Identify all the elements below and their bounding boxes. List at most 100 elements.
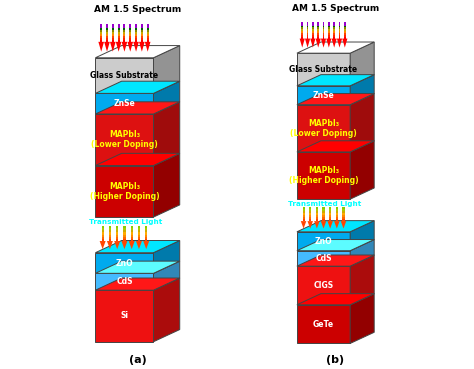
Polygon shape: [307, 31, 309, 33]
Polygon shape: [301, 24, 303, 25]
Polygon shape: [307, 27, 309, 29]
Polygon shape: [100, 36, 102, 38]
Polygon shape: [116, 226, 118, 228]
Polygon shape: [123, 24, 126, 25]
Polygon shape: [123, 226, 126, 228]
Polygon shape: [350, 294, 374, 344]
Polygon shape: [138, 235, 140, 237]
Polygon shape: [141, 34, 143, 36]
Polygon shape: [344, 27, 346, 29]
Polygon shape: [145, 230, 147, 232]
Polygon shape: [307, 29, 309, 31]
Polygon shape: [301, 37, 303, 39]
Polygon shape: [302, 211, 305, 213]
Polygon shape: [95, 93, 154, 114]
Polygon shape: [141, 25, 143, 28]
Polygon shape: [323, 22, 325, 24]
Polygon shape: [128, 42, 133, 52]
Polygon shape: [302, 219, 305, 221]
Polygon shape: [114, 241, 120, 249]
Polygon shape: [118, 28, 119, 30]
Polygon shape: [322, 209, 325, 211]
Text: AM 1.5 Spectrum: AM 1.5 Spectrum: [94, 5, 181, 14]
Polygon shape: [95, 166, 154, 217]
Polygon shape: [109, 226, 111, 228]
Polygon shape: [312, 33, 314, 35]
Polygon shape: [154, 278, 180, 342]
Polygon shape: [316, 207, 318, 209]
Polygon shape: [95, 278, 180, 290]
Polygon shape: [141, 28, 143, 30]
Polygon shape: [307, 22, 309, 24]
Polygon shape: [135, 24, 137, 25]
Polygon shape: [123, 228, 126, 230]
Polygon shape: [130, 232, 133, 235]
Polygon shape: [310, 39, 316, 48]
Polygon shape: [297, 93, 374, 105]
Polygon shape: [328, 22, 330, 24]
Polygon shape: [334, 221, 339, 228]
Text: CIGS: CIGS: [313, 281, 334, 290]
Polygon shape: [329, 217, 331, 219]
Polygon shape: [95, 58, 154, 93]
Polygon shape: [326, 39, 331, 48]
Polygon shape: [130, 239, 133, 241]
Polygon shape: [344, 35, 346, 37]
Polygon shape: [116, 42, 121, 52]
Polygon shape: [116, 230, 118, 232]
Polygon shape: [146, 30, 149, 32]
Polygon shape: [106, 38, 108, 40]
Polygon shape: [112, 40, 114, 42]
Polygon shape: [118, 24, 119, 25]
Polygon shape: [112, 30, 114, 32]
Polygon shape: [297, 75, 374, 86]
Polygon shape: [316, 211, 318, 213]
Polygon shape: [118, 38, 119, 40]
Polygon shape: [130, 226, 133, 228]
Polygon shape: [316, 213, 318, 215]
Polygon shape: [350, 42, 374, 86]
Polygon shape: [337, 39, 342, 48]
Polygon shape: [333, 29, 335, 31]
Polygon shape: [146, 40, 149, 42]
Polygon shape: [141, 36, 143, 38]
Polygon shape: [322, 213, 325, 215]
Polygon shape: [329, 213, 331, 215]
Polygon shape: [317, 37, 319, 39]
Polygon shape: [317, 25, 319, 27]
Polygon shape: [101, 228, 104, 230]
Polygon shape: [101, 239, 104, 241]
Polygon shape: [322, 215, 325, 217]
Polygon shape: [329, 215, 331, 217]
Polygon shape: [341, 221, 346, 228]
Polygon shape: [301, 27, 303, 29]
Polygon shape: [109, 228, 111, 230]
Polygon shape: [336, 217, 338, 219]
Polygon shape: [121, 241, 128, 249]
Polygon shape: [333, 22, 335, 24]
Polygon shape: [323, 31, 325, 33]
Polygon shape: [95, 46, 180, 58]
Polygon shape: [146, 32, 149, 34]
Polygon shape: [112, 32, 114, 34]
Polygon shape: [141, 24, 143, 25]
Polygon shape: [342, 213, 345, 215]
Polygon shape: [129, 40, 131, 42]
Polygon shape: [309, 219, 311, 221]
Polygon shape: [350, 221, 374, 251]
Polygon shape: [344, 29, 346, 31]
Polygon shape: [309, 209, 311, 211]
Polygon shape: [329, 209, 331, 211]
Polygon shape: [322, 219, 325, 221]
Polygon shape: [344, 22, 346, 24]
Polygon shape: [297, 152, 350, 199]
Polygon shape: [302, 209, 305, 211]
Polygon shape: [116, 237, 118, 239]
Polygon shape: [342, 217, 345, 219]
Polygon shape: [118, 30, 119, 32]
Polygon shape: [106, 34, 108, 36]
Polygon shape: [145, 232, 147, 235]
Polygon shape: [333, 37, 335, 39]
Polygon shape: [317, 35, 319, 37]
Polygon shape: [322, 217, 325, 219]
